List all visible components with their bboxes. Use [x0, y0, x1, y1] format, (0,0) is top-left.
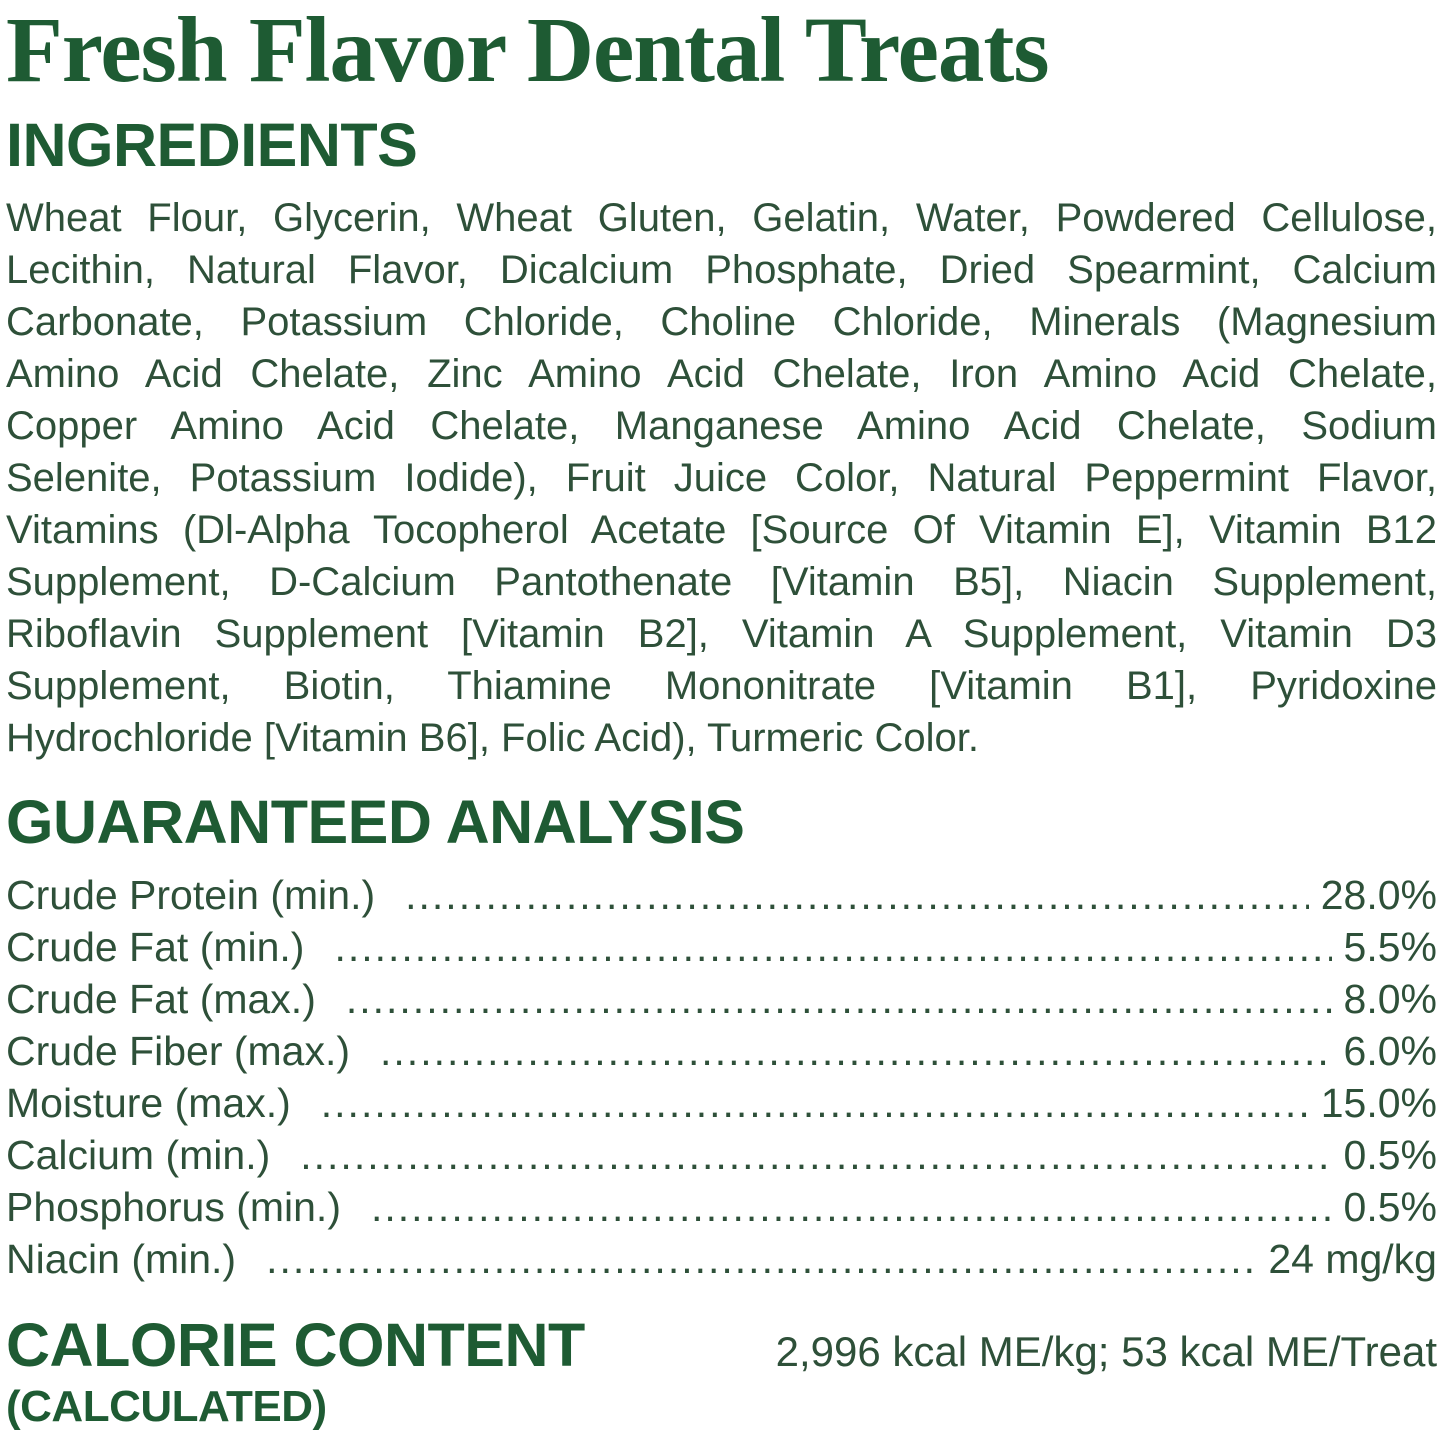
analysis-label: Crude Fiber (max.) — [6, 1028, 351, 1074]
product-title: Fresh Flavor Dental Treats — [6, 0, 1050, 102]
ingredients-line: Amino Acid Chelate, Zinc Amino Acid Chel… — [6, 352, 1437, 396]
dotted-leader: ........................................… — [320, 1080, 1309, 1126]
ingredients-line: Copper Amino Acid Chelate, Manganese Ami… — [6, 404, 1437, 448]
analysis-label: Calcium (min.) — [6, 1132, 271, 1178]
ingredients-line: Selenite, Potassium Iodide), Fruit Juice… — [6, 456, 1437, 500]
ingredients-line: Riboflavin Supplement [Vitamin B2], Vita… — [6, 612, 1437, 656]
calorie-content-heading-line1: CALORIE CONTENT — [6, 1311, 585, 1379]
calorie-content-section: CALORIE CONTENT (CALCULATED) 2,996 kcal … — [6, 1313, 1437, 1429]
analysis-value: 28.0% — [1320, 872, 1437, 918]
ingredients-line: Carbonate, Potassium Chloride, Choline C… — [6, 300, 1437, 344]
dotted-leader: ........................................… — [380, 1028, 1332, 1074]
analysis-row: Calcium (min.) .........................… — [6, 1129, 1437, 1181]
analysis-label: Crude Fat (min.) — [6, 924, 305, 970]
dotted-leader: ........................................… — [300, 1132, 1332, 1178]
dotted-leader: ........................................… — [334, 924, 1332, 970]
analysis-label: Crude Fat (max.) — [6, 976, 316, 1022]
ingredients-line: Lecithin, Natural Flavor, Dicalcium Phos… — [6, 248, 1437, 292]
analysis-value: 6.0% — [1343, 1028, 1437, 1074]
guaranteed-analysis-table: Crude Protein (min.) ...................… — [6, 869, 1437, 1285]
analysis-row: Phosphorus (min.) ......................… — [6, 1181, 1437, 1233]
analysis-value: 24 mg/kg — [1268, 1236, 1437, 1282]
analysis-value: 5.5% — [1343, 924, 1437, 970]
analysis-label: Phosphorus (min.) — [6, 1184, 341, 1230]
analysis-label: Niacin (min.) — [6, 1236, 237, 1282]
analysis-row: Crude Fiber (max.) .....................… — [6, 1025, 1437, 1077]
analysis-row: Crude Fat (max.) .......................… — [6, 973, 1437, 1025]
analysis-value: 0.5% — [1343, 1132, 1437, 1178]
analysis-value: 8.0% — [1343, 976, 1437, 1022]
dotted-leader: ........................................… — [370, 1184, 1332, 1230]
analysis-label: Moisture (max.) — [6, 1080, 291, 1126]
ingredients-line: Hydrochloride [Vitamin B6], Folic Acid),… — [6, 716, 979, 760]
ingredients-line: Supplement, Biotin, Thiamine Mononitrate… — [6, 664, 1437, 708]
analysis-value: 0.5% — [1343, 1184, 1437, 1230]
analysis-label: Crude Protein (min.) — [6, 872, 376, 918]
analysis-row: Crude Protein (min.) ...................… — [6, 869, 1437, 921]
calorie-content-heading: CALORIE CONTENT (CALCULATED) — [6, 1313, 585, 1429]
ingredients-line: Supplement, D-Calcium Pantothenate [Vita… — [6, 560, 1437, 604]
dotted-leader: ........................................… — [405, 872, 1309, 918]
analysis-value: 15.0% — [1320, 1080, 1437, 1126]
dotted-leader: ........................................… — [266, 1236, 1257, 1282]
analysis-row: Moisture (max.) ........................… — [6, 1077, 1437, 1129]
dotted-leader: ........................................… — [345, 976, 1332, 1022]
calorie-content-value: 2,996 kcal ME/kg; 53 kcal ME/Treat — [775, 1328, 1437, 1375]
guaranteed-analysis-heading: GUARANTEED ANALYSIS — [6, 788, 745, 856]
ingredients-heading: INGREDIENTS — [6, 111, 418, 179]
ingredients-line: Wheat Flour, Glycerin, Wheat Gluten, Gel… — [6, 196, 1437, 240]
ingredients-line: Vitamins (Dl-Alpha Tocopherol Acetate [S… — [6, 508, 1437, 552]
ingredients-paragraph: Wheat Flour, Glycerin, Wheat Gluten, Gel… — [6, 192, 1437, 764]
analysis-row: Crude Fat (min.) .......................… — [6, 921, 1437, 973]
analysis-row: Niacin (min.) ..........................… — [6, 1233, 1437, 1285]
calorie-content-heading-line2: (CALCULATED) — [6, 1382, 327, 1431]
